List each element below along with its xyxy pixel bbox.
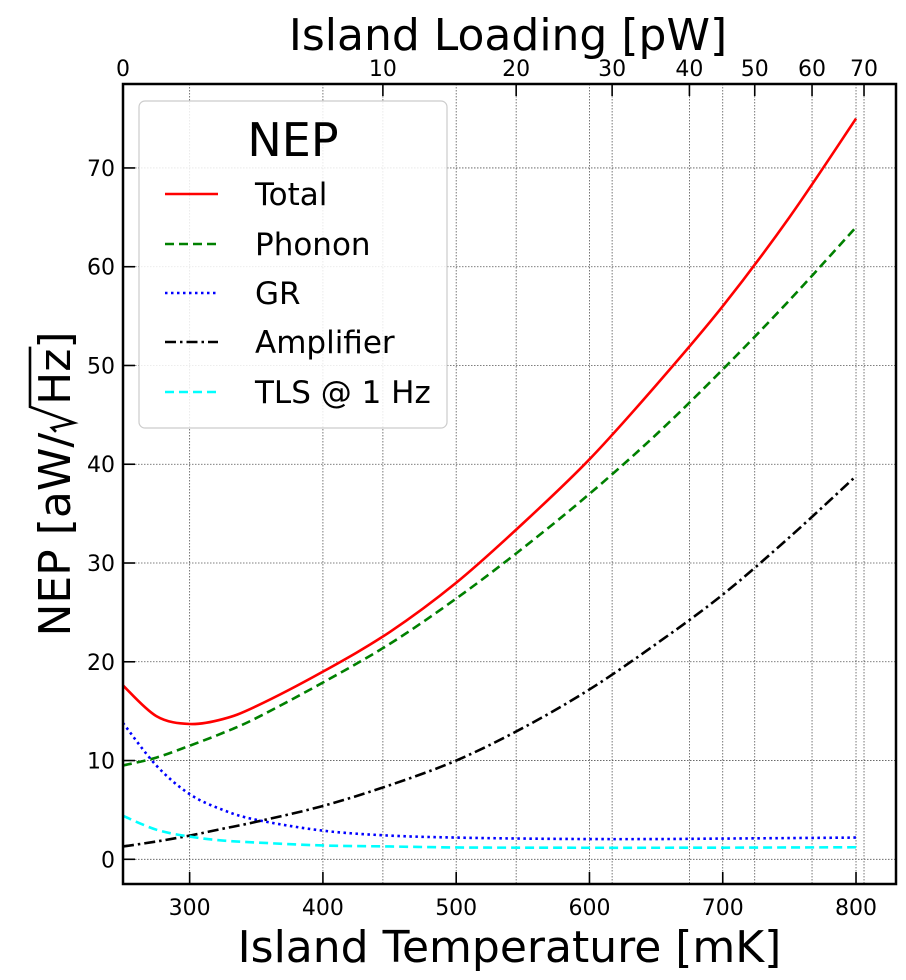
series-line-tls-1-hz <box>122 814 857 850</box>
y-tick-label: 60 <box>87 256 115 281</box>
y-tick-label: 0 <box>101 848 115 873</box>
y-title-radical-sign <box>28 346 79 433</box>
top-tick-label: 10 <box>369 57 397 82</box>
legend-label-phonon: Phonon <box>255 227 371 263</box>
y-tick-label: 40 <box>87 453 115 478</box>
top-tick-label: 20 <box>502 57 530 82</box>
top-tick-label: 0 <box>116 57 130 82</box>
plot-frame <box>121 82 898 886</box>
top-tick-label: 60 <box>798 57 826 82</box>
svg-text:NEP [aW/ Hz]: NEP [aW/ Hz] <box>30 331 81 636</box>
top-tick-label: 30 <box>598 57 626 82</box>
legend-label-tls-1-hz: TLS @ 1 Hz <box>254 375 431 411</box>
y-tick-label: 30 <box>87 552 115 577</box>
legend-title: NEP <box>247 113 338 167</box>
series-line-gr <box>121 722 857 841</box>
x-tick-label: 300 <box>169 896 211 921</box>
top-tick-label: 40 <box>675 57 703 82</box>
y-tick-label: 10 <box>87 750 115 775</box>
legend-label-amplifier: Amplifier <box>255 325 395 361</box>
series-line-total <box>122 117 858 726</box>
curves <box>121 117 858 850</box>
y-title-radical-arg: Hz <box>30 349 81 405</box>
grid <box>123 84 896 884</box>
y-tick-label: 20 <box>87 651 115 676</box>
legend: NEP Total Phonon GR Amplifier TLS @ 1 Hz <box>138 100 448 429</box>
legend-box <box>138 100 448 429</box>
x-tick-label: 500 <box>435 896 477 921</box>
top-axis-title: Island Loading [pW] <box>289 10 727 61</box>
y-axis-title: NEP [aW/ Hz] <box>28 331 81 637</box>
x-tick-label: 800 <box>835 896 877 921</box>
y-title-suffix: ] <box>30 331 81 348</box>
y-tick-label: 50 <box>87 354 115 379</box>
legend-label-gr: GR <box>255 276 301 312</box>
top-tick-label: 50 <box>741 57 769 82</box>
series-line-amplifier <box>122 475 857 848</box>
x-tick-label: 700 <box>702 896 744 921</box>
x-tick-label: 400 <box>302 896 344 921</box>
top-tick-label: 70 <box>850 57 878 82</box>
legend-label-total: Total <box>254 177 327 213</box>
x-tick-label: 600 <box>568 896 610 921</box>
x-axis-title: Island Temperature [mK] <box>238 922 782 973</box>
y-tick-label: 70 <box>87 157 115 182</box>
y-title-prefix: NEP [aW/ <box>30 433 81 637</box>
